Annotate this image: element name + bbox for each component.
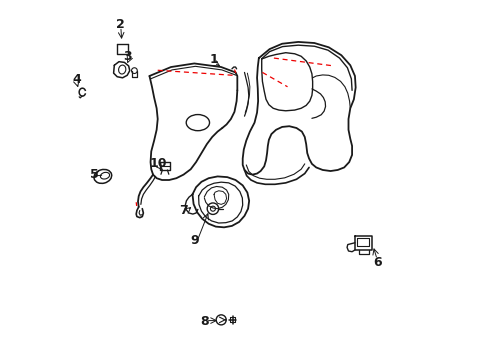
Text: 3: 3 <box>123 50 132 63</box>
Text: 8: 8 <box>201 315 209 328</box>
Text: 7: 7 <box>179 204 187 217</box>
Text: 4: 4 <box>72 73 81 86</box>
Text: 1: 1 <box>209 53 218 66</box>
Text: 9: 9 <box>190 234 198 247</box>
Text: 5: 5 <box>90 168 99 181</box>
Text: 6: 6 <box>372 256 381 269</box>
Text: 10: 10 <box>149 157 167 170</box>
Text: 2: 2 <box>116 18 125 31</box>
